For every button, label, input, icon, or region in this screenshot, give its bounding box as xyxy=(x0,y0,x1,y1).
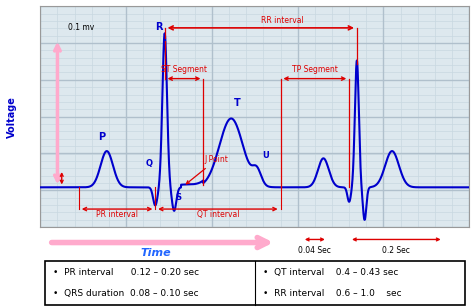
Text: RR interval: RR interval xyxy=(261,16,304,25)
Text: •  QRS duration  0.08 – 0.10 sec: • QRS duration 0.08 – 0.10 sec xyxy=(53,289,199,298)
Text: •  RR interval    0.6 – 1.0    sec: • RR interval 0.6 – 1.0 sec xyxy=(264,289,402,298)
Text: S: S xyxy=(175,193,182,202)
Text: U: U xyxy=(262,151,269,160)
Text: QT interval: QT interval xyxy=(197,210,239,219)
Text: P: P xyxy=(98,132,105,142)
Text: •  QT interval    0.4 – 0.43 sec: • QT interval 0.4 – 0.43 sec xyxy=(264,268,399,277)
Text: R: R xyxy=(155,22,163,32)
Text: Time: Time xyxy=(141,248,172,258)
Text: T: T xyxy=(234,98,241,108)
FancyBboxPatch shape xyxy=(45,261,465,305)
Text: Q: Q xyxy=(146,159,153,168)
Text: 0.1 mv: 0.1 mv xyxy=(68,23,94,32)
Text: 0.04 Sec: 0.04 Sec xyxy=(299,246,331,255)
Text: Voltage: Voltage xyxy=(8,96,18,138)
Text: J Point: J Point xyxy=(186,155,228,184)
Text: •  PR interval      0.12 – 0.20 sec: • PR interval 0.12 – 0.20 sec xyxy=(53,268,199,277)
Text: ST Segment: ST Segment xyxy=(161,65,207,74)
Text: 0.2 Sec: 0.2 Sec xyxy=(383,246,410,255)
Text: TP Segment: TP Segment xyxy=(292,65,338,74)
Text: PR interval: PR interval xyxy=(96,210,138,219)
